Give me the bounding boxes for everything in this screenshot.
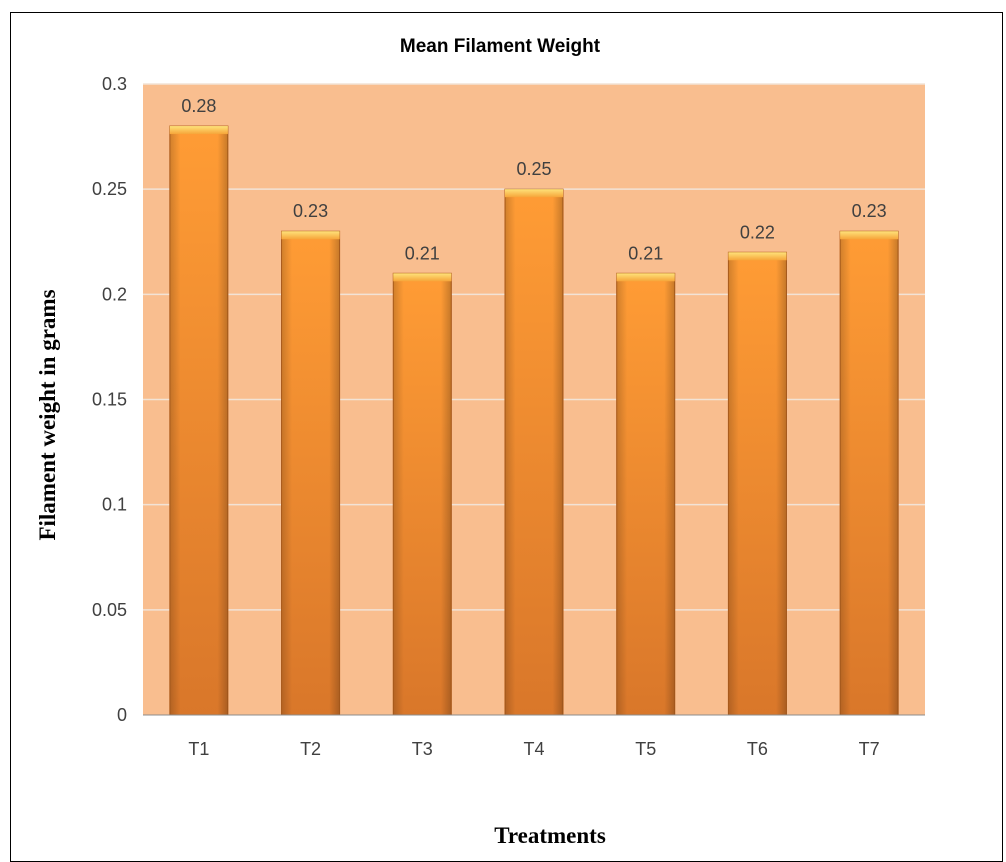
bar-shade xyxy=(728,252,787,715)
data-label: 0.21 xyxy=(405,243,440,263)
y-axis-title: Filament weight in grams xyxy=(35,289,60,540)
data-label: 0.23 xyxy=(852,201,887,221)
x-tick-label: T6 xyxy=(747,739,768,759)
bar-T6 xyxy=(727,251,787,716)
x-axis-title: Treatments xyxy=(494,823,606,848)
bar-T5 xyxy=(616,272,676,716)
data-label: 0.21 xyxy=(628,243,663,263)
x-tick-label: T3 xyxy=(412,739,433,759)
chart-title: Mean Filament Weight xyxy=(400,36,601,57)
x-tick-label: T1 xyxy=(188,739,209,759)
data-label: 0.28 xyxy=(181,96,216,116)
bar-cap xyxy=(169,126,228,135)
bar-cap xyxy=(393,273,452,282)
x-tick-label: T7 xyxy=(859,739,880,759)
data-labels: 0.28 0.23 0.21 0.25 0.21 0.22 0.23 xyxy=(181,96,886,263)
x-tick-label: T4 xyxy=(523,739,544,759)
bar-shade xyxy=(169,126,228,716)
bar-T7 xyxy=(839,230,899,716)
bar-T2 xyxy=(281,230,341,716)
bar-shade xyxy=(840,231,899,715)
y-tick-label: 0.25 xyxy=(92,179,127,199)
y-axis-ticks: 0 0.05 0.1 0.15 0.2 0.25 0.3 xyxy=(92,74,127,725)
bar-cap xyxy=(728,252,787,261)
y-tick-label: 0 xyxy=(117,705,127,725)
bar-cap xyxy=(504,189,564,198)
bar-T1 xyxy=(169,125,229,716)
bar-shade xyxy=(281,231,340,715)
y-tick-label: 0.15 xyxy=(92,390,127,410)
data-label: 0.25 xyxy=(516,159,551,179)
bar-cap xyxy=(840,231,899,240)
bar-shade xyxy=(616,273,675,715)
bar-cap xyxy=(616,273,675,282)
y-tick-label: 0.1 xyxy=(102,495,127,515)
y-tick-label: 0.2 xyxy=(102,284,127,304)
x-tick-label: T5 xyxy=(635,739,656,759)
bar-T4 xyxy=(504,188,564,716)
y-tick-label: 0.3 xyxy=(102,74,127,94)
bars xyxy=(169,125,899,716)
y-tick-label: 0.05 xyxy=(92,600,127,620)
data-label: 0.23 xyxy=(293,201,328,221)
x-axis-ticks: T1 T2 T3 T4 T5 T6 T7 xyxy=(188,739,879,759)
bar-shade xyxy=(393,273,452,715)
bar-cap xyxy=(281,231,340,240)
bar-shade xyxy=(504,189,564,715)
x-tick-label: T2 xyxy=(300,739,321,759)
bar-T3 xyxy=(392,272,452,716)
data-label: 0.22 xyxy=(740,222,775,242)
